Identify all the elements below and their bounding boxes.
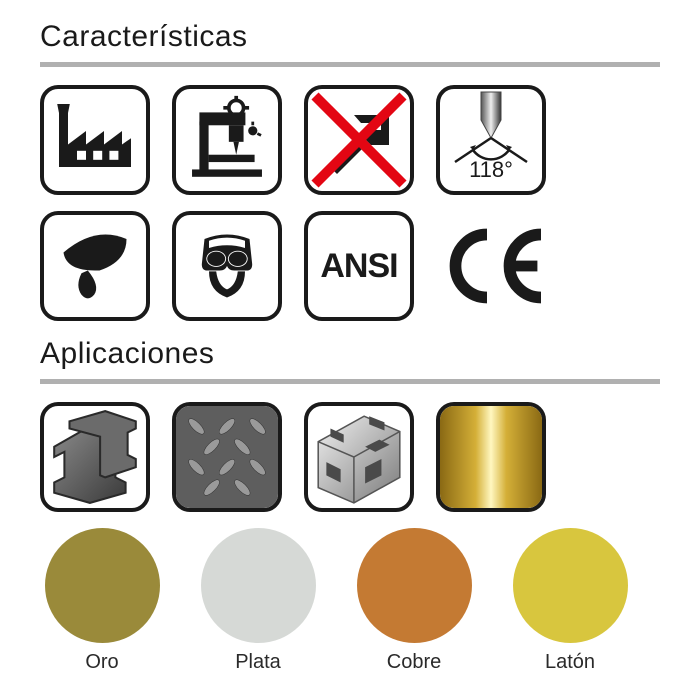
swatch-cobre: Cobre <box>352 528 476 674</box>
brass-sheet-icon <box>436 402 546 512</box>
swatch-laton: Latón <box>508 528 632 674</box>
ansi-text: ANSI <box>320 247 397 286</box>
swatch-circle <box>357 528 472 643</box>
swatch-label: Plata <box>235 651 281 674</box>
drill-angle-text: 118° <box>440 157 542 183</box>
no-hand-tool-icon <box>304 85 414 195</box>
diamond-plate-icon <box>172 402 282 512</box>
applications-title: Aplicaciones <box>40 337 660 371</box>
drill-press-icon <box>172 85 282 195</box>
safety-glasses-icon <box>172 211 282 321</box>
ansi-icon: ANSI <box>304 211 414 321</box>
factory-icon <box>40 85 150 195</box>
swatch-circle <box>201 528 316 643</box>
characteristics-divider <box>40 62 660 67</box>
characteristics-title: Características <box>40 20 660 54</box>
applications-materials-row <box>40 402 660 512</box>
swatch-label: Latón <box>545 651 595 674</box>
characteristics-row-2: ANSI <box>40 211 660 321</box>
characteristics-row-1: 118° <box>40 85 660 195</box>
swatch-plata: Plata <box>196 528 320 674</box>
aluminum-profile-icon <box>304 402 414 512</box>
swatch-oro: Oro <box>40 528 164 674</box>
swatch-label: Cobre <box>387 651 441 674</box>
applications-divider <box>40 379 660 384</box>
drill-angle-icon: 118° <box>436 85 546 195</box>
swatch-circle <box>513 528 628 643</box>
swatch-row: Oro Plata Cobre Latón <box>40 528 660 674</box>
swatch-circle <box>45 528 160 643</box>
steel-beam-icon <box>40 402 150 512</box>
ce-mark <box>436 211 556 321</box>
swatch-label: Oro <box>85 651 118 674</box>
lubricant-icon <box>40 211 150 321</box>
